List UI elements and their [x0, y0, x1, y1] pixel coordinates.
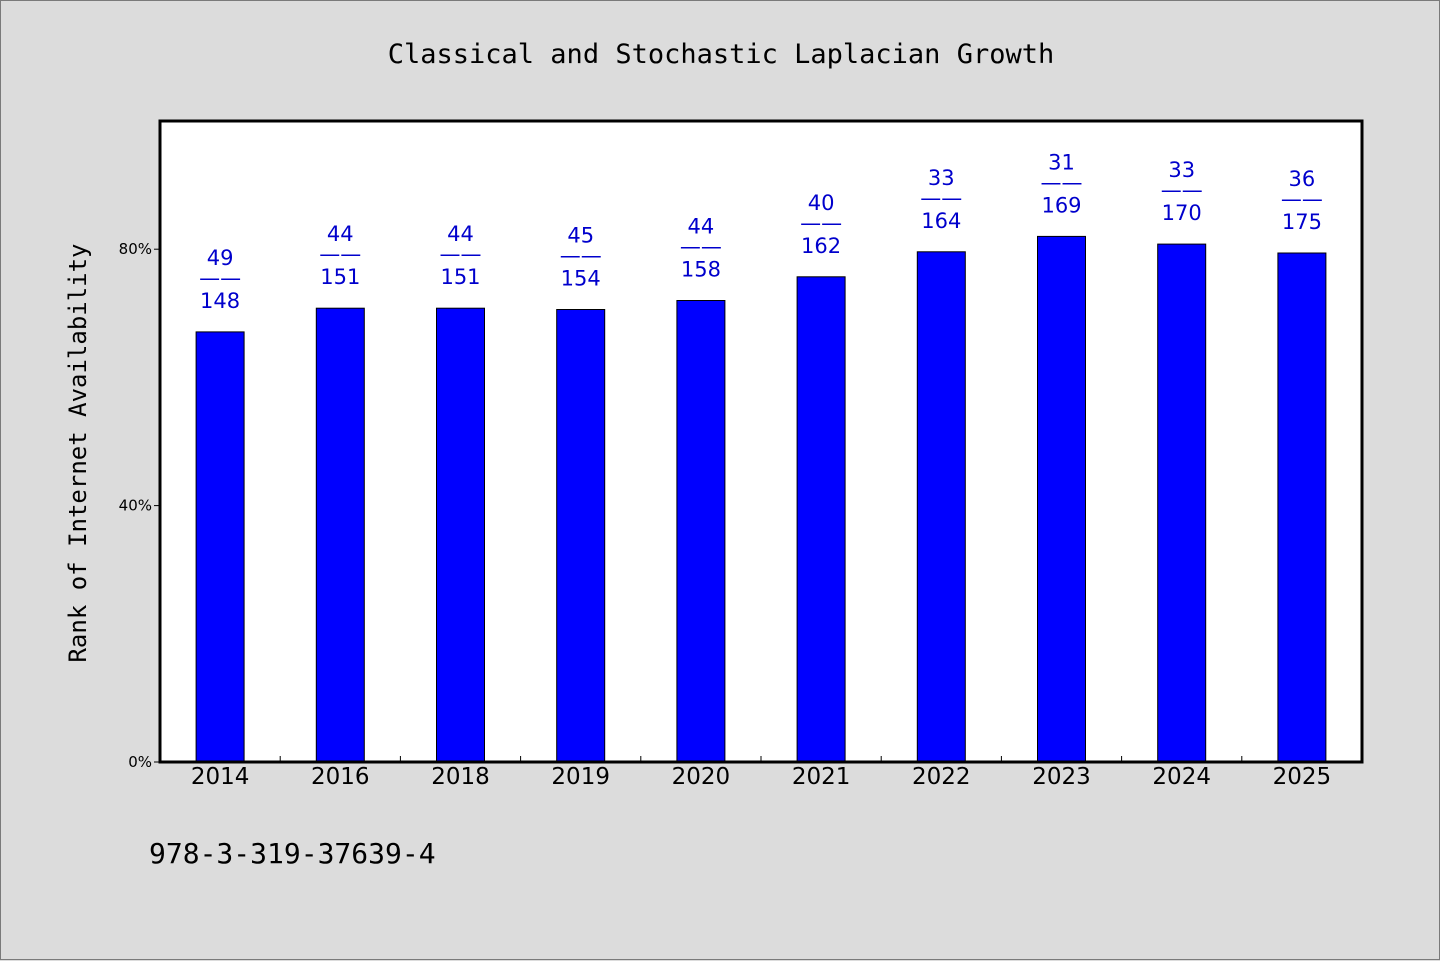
- data-labels-group: 49——14844——15144——15145——15444——15840——1…: [199, 150, 1323, 313]
- data-label-top-2022: 33: [928, 166, 955, 190]
- data-label-bottom-2019: 154: [561, 267, 601, 291]
- data-label-bottom-2025: 175: [1282, 210, 1322, 234]
- data-label-separator-2014: ——: [199, 266, 241, 290]
- data-label-separator-2023: ——: [1041, 170, 1083, 194]
- data-label-separator-2018: ——: [440, 242, 482, 266]
- data-label-top-2014: 49: [207, 246, 234, 270]
- x-axis: 2014 2016 2018 2019 2020 2021 2022 2023 2024 2025: [191, 756, 1331, 790]
- bar-2025: [1277, 252, 1327, 763]
- data-label-bottom-2016: 151: [320, 265, 360, 289]
- data-label-separator-2025: ——: [1281, 187, 1323, 211]
- x-tick-label-2018: 2018: [431, 764, 490, 790]
- bars-group: [195, 235, 1327, 763]
- data-label-bottom-2020: 158: [681, 258, 721, 282]
- y-tick-label-0: 0%: [128, 753, 152, 771]
- bar-2023: [1037, 235, 1086, 763]
- data-label-bottom-2022: 164: [921, 209, 961, 233]
- data-label-separator-2021: ——: [800, 211, 842, 235]
- footnote: 978-3-319-37639-4: [149, 837, 436, 870]
- data-label-top-2018: 44: [447, 222, 474, 246]
- data-label-top-2025: 36: [1289, 167, 1316, 191]
- bar-2021: [796, 276, 846, 763]
- bar-2020: [676, 300, 726, 763]
- bar-2019: [556, 309, 606, 763]
- y-axis: 0% 40% 80%: [119, 240, 160, 771]
- x-tick-label-2014: 2014: [191, 764, 250, 790]
- data-label-bottom-2018: 151: [440, 265, 480, 289]
- data-label-separator-2024: ——: [1161, 178, 1203, 202]
- data-label-top-2023: 31: [1048, 150, 1075, 174]
- data-label-separator-2016: ——: [319, 242, 361, 266]
- x-tick-label-2019: 2019: [551, 764, 610, 790]
- data-label-top-2020: 44: [688, 215, 715, 239]
- bar-2018: [436, 307, 485, 763]
- x-tick-label-2024: 2024: [1152, 764, 1211, 790]
- x-tick-label-2016: 2016: [311, 764, 370, 790]
- x-tick-label-2025: 2025: [1273, 764, 1332, 790]
- y-axis-label: Rank of Internet Availability: [64, 243, 92, 662]
- y-tick-label-1: 40%: [119, 497, 152, 515]
- data-label-separator-2022: ——: [920, 186, 962, 210]
- y-tick-label-2: 80%: [119, 240, 152, 258]
- bar-2016: [315, 307, 365, 763]
- data-label-top-2021: 40: [808, 191, 835, 215]
- bar-2022: [916, 251, 966, 763]
- data-label-separator-2019: ——: [560, 244, 602, 268]
- data-label-top-2024: 33: [1168, 158, 1195, 182]
- data-label-bottom-2024: 170: [1162, 201, 1202, 225]
- x-tick-label-2020: 2020: [672, 764, 731, 790]
- data-label-separator-2020: ——: [680, 235, 722, 259]
- bar-2024: [1157, 243, 1207, 763]
- bar-2014: [195, 331, 245, 763]
- data-label-bottom-2021: 162: [801, 234, 841, 258]
- data-label-bottom-2023: 169: [1041, 193, 1081, 217]
- data-label-top-2019: 45: [567, 224, 594, 248]
- x-tick-label-2023: 2023: [1032, 764, 1091, 790]
- data-label-bottom-2014: 148: [200, 289, 240, 313]
- chart-title: Classical and Stochastic Laplacian Growt…: [388, 39, 1054, 70]
- x-tick-label-2021: 2021: [792, 764, 851, 790]
- x-tick-label-2022: 2022: [912, 764, 971, 790]
- data-label-top-2016: 44: [327, 222, 354, 246]
